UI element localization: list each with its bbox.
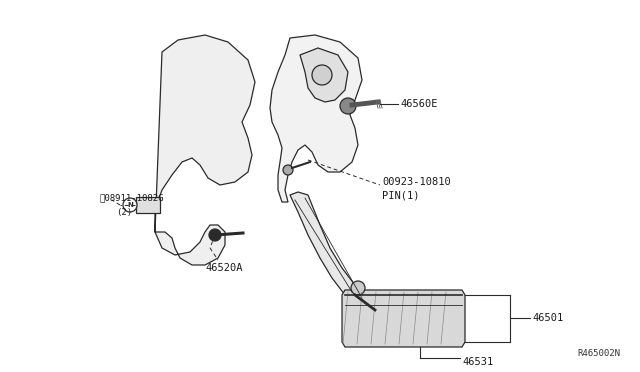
Bar (136, 197, 160, 213)
Text: 46531: 46531 (462, 357, 493, 367)
Polygon shape (155, 35, 255, 265)
Text: 46560E: 46560E (400, 99, 438, 109)
Text: ⓝ08911-1082G: ⓝ08911-1082G (100, 193, 164, 202)
Circle shape (312, 65, 332, 85)
Text: PIN(1): PIN(1) (382, 191, 419, 201)
Polygon shape (300, 48, 348, 102)
Text: 00923-10810: 00923-10810 (382, 177, 451, 187)
Text: (2): (2) (116, 208, 132, 217)
Circle shape (340, 98, 356, 114)
Circle shape (283, 165, 293, 175)
Circle shape (209, 229, 221, 241)
Text: 46520A: 46520A (205, 263, 243, 273)
Text: R465002N: R465002N (577, 349, 620, 358)
Polygon shape (342, 290, 465, 347)
Circle shape (351, 281, 365, 295)
Polygon shape (290, 192, 375, 312)
Text: N: N (127, 202, 133, 208)
Polygon shape (270, 35, 362, 202)
Circle shape (123, 198, 137, 212)
Text: 46501: 46501 (532, 313, 563, 323)
